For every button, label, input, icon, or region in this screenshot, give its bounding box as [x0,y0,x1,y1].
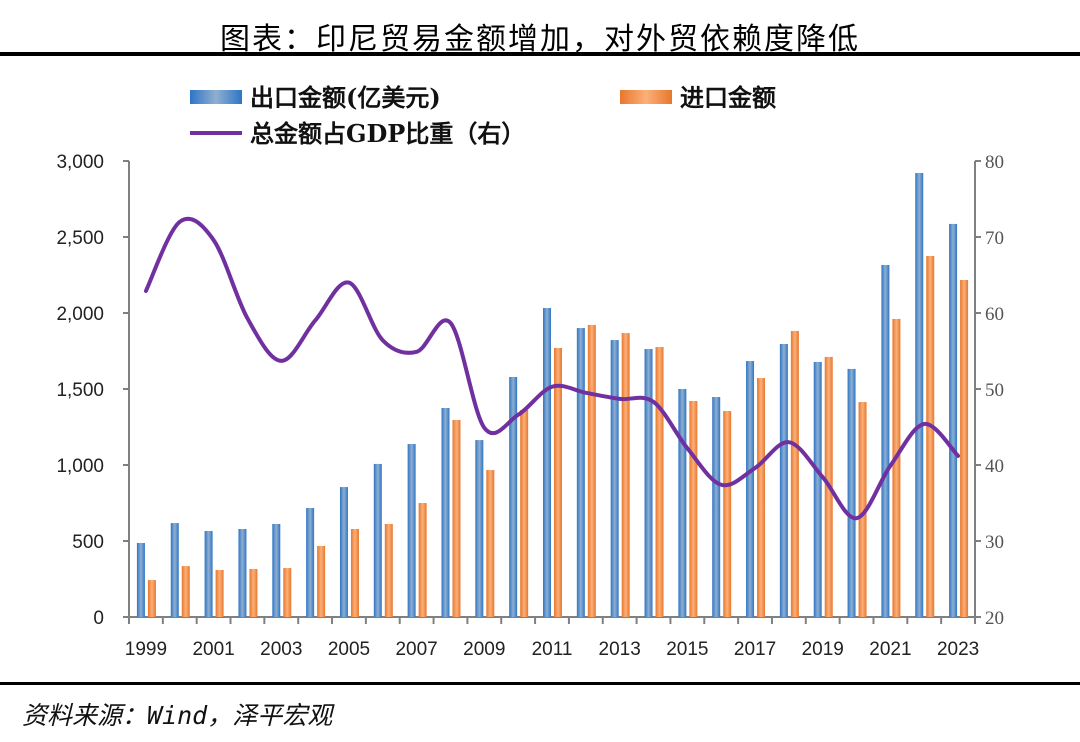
legend-label-export: 出口金额(亿美元) [250,83,441,112]
bar-export [610,340,619,617]
bar-export [779,344,788,617]
bar-export [238,528,247,617]
bar-import [689,401,698,617]
bar-export [373,463,382,617]
x-tick-label: 2017 [734,639,776,660]
bar-import [452,420,461,617]
y-tick-label: 2,000 [56,304,104,325]
bar-import [249,568,258,617]
bar-import [520,409,529,617]
y-tick-label: 2,500 [56,228,104,249]
legend-swatch-import [620,90,672,104]
y-tick-label: 3,000 [56,152,104,173]
x-tick-label: 2005 [328,639,370,660]
bar-import [350,528,359,617]
bar-import [655,347,664,617]
y2-tick-label: 30 [985,532,1004,553]
bar-export [509,376,518,617]
x-tick-label: 2015 [666,639,708,660]
bars [136,173,969,618]
tick-labels: 0 500 1,000 1,500 2,000 2,500 3,000 20 30 40 50 60 7… [56,152,1004,660]
bar-import [960,280,969,617]
legend-label-import: 进口金额 [680,83,776,112]
x-tick-label: 2019 [802,639,844,660]
bar-export [136,542,145,617]
bar-export [272,523,281,617]
bar-import [181,566,190,617]
bar-import [790,330,799,617]
chart: 出口金额(亿美元) 进口金额 总金额占GDP比重（右） 0 500 1,000 1,5… [56,83,1004,660]
y2-tick-label: 50 [985,380,1004,401]
y2-tick-label: 60 [985,304,1004,325]
y2-tick-label: 40 [985,456,1004,477]
axes [123,160,981,624]
bar-import [486,470,495,617]
x-tick-label: 2021 [869,639,911,660]
bar-export [847,368,856,617]
title-divider [0,52,1080,56]
bar-export [543,307,551,617]
bar-export [441,408,450,617]
bar-import [757,378,766,617]
bar-import [317,546,326,617]
legend-swatch-export [190,90,242,104]
x-tick-label: 2011 [532,639,573,660]
bar-import [723,411,732,617]
y2-tick-label: 70 [985,228,1004,249]
x-tick-label: 2001 [192,639,234,660]
bar-export [204,530,213,617]
legend-label-line: 总金额占GDP比重（右） [250,119,525,148]
bar-export [915,173,924,617]
bar-import [418,503,427,617]
bar-export [170,523,179,617]
y2-tick-label: 80 [985,152,1004,173]
x-tick-label: 2013 [599,639,641,660]
y-tick-label: 1,500 [56,380,104,401]
bar-export [407,444,416,617]
bar-export [678,389,687,617]
y2-tick-label: 20 [985,608,1004,629]
y-tick-label: 1,000 [56,456,104,477]
bar-import [384,523,393,617]
chart-title: 图表：印尼贸易金额增加，对外贸依赖度降低 [220,22,860,57]
y-tick-label: 0 [93,608,104,629]
bar-import [858,402,867,617]
legend: 出口金额(亿美元) 进口金额 总金额占GDP比重（右） [190,83,776,148]
x-tick-label: 2007 [395,639,437,660]
bar-export [881,264,890,617]
x-tick-label: 1999 [125,639,167,660]
bar-import [554,347,562,617]
bar-export [475,440,484,617]
source-note: 资料来源：Wind，泽平宏观 [22,701,333,730]
bar-export [813,361,822,617]
bar-export [712,397,721,617]
line-series [143,216,961,521]
bar-import [215,570,224,617]
bar-export [949,223,958,618]
bar-import [283,568,292,617]
x-tick-label: 2009 [463,639,505,660]
bar-export [644,349,653,617]
bar-export [306,508,315,617]
bar-export [576,328,585,617]
bar-import [892,318,901,617]
bar-import [621,333,630,617]
x-tick-label: 2023 [937,639,979,660]
bar-import [587,325,596,617]
bar-export [746,361,755,617]
y-tick-label: 500 [72,532,104,553]
bar-import [147,580,156,617]
gdp-ratio-line [143,216,961,521]
source-divider [0,682,1080,685]
x-tick-label: 2003 [260,639,302,660]
bar-export [339,487,348,617]
bar-import [926,256,935,617]
